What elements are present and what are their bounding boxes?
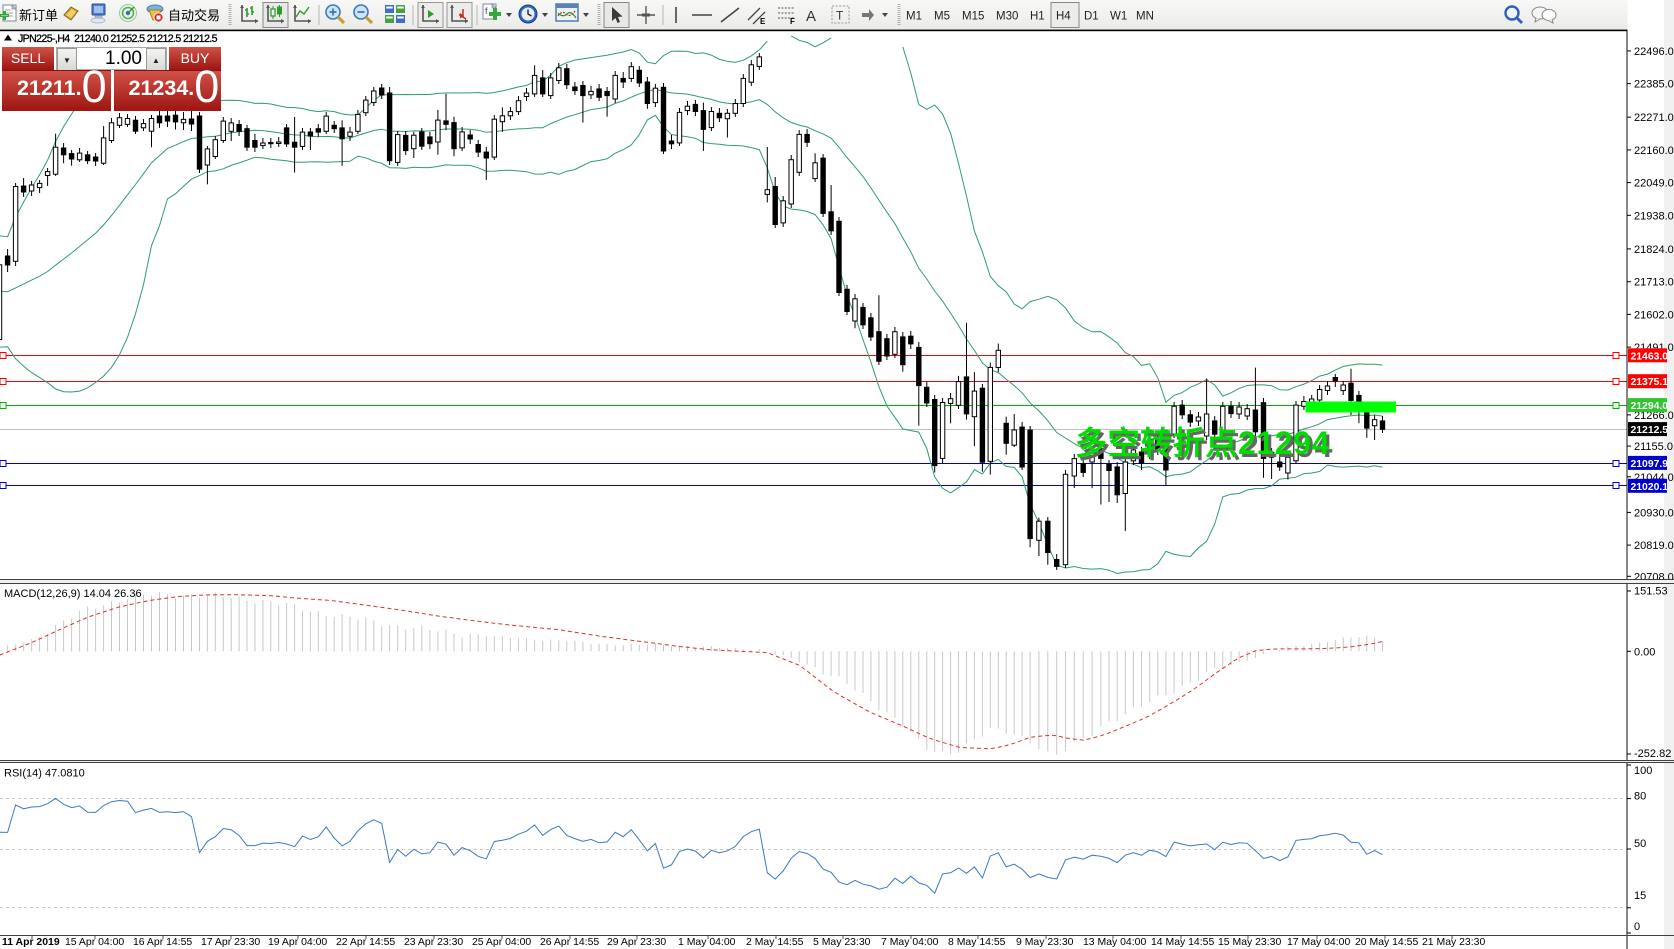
svg-text:22496.0: 22496.0 <box>1634 46 1674 58</box>
svg-text:29 Apr 23:30: 29 Apr 23:30 <box>607 937 666 948</box>
svg-text:H1: H1 <box>1030 11 1045 23</box>
svg-text:f: f <box>485 6 488 16</box>
svg-text:26 Apr 14:55: 26 Apr 14:55 <box>540 937 599 948</box>
svg-text:RSI(14) 47.0810: RSI(14) 47.0810 <box>4 768 85 780</box>
svg-text:MN: MN <box>1136 11 1154 23</box>
svg-text:-252.82: -252.82 <box>1634 748 1671 760</box>
svg-text:E: E <box>760 17 766 26</box>
svg-text:多空转折点21294: 多空转折点21294 <box>1075 425 1330 461</box>
svg-text:5 May 23:30: 5 May 23:30 <box>813 937 871 948</box>
svg-text:1 May 04:00: 1 May 04:00 <box>678 937 736 948</box>
svg-text:多空转折点21294: 多空转折点21294 <box>1078 428 1333 464</box>
svg-text:H4: H4 <box>1056 11 1071 23</box>
svg-text:15 Apr 04:00: 15 Apr 04:00 <box>65 937 124 948</box>
svg-text:M15: M15 <box>962 11 984 23</box>
svg-text:M1: M1 <box>906 11 922 23</box>
svg-text:22 Apr 14:55: 22 Apr 14:55 <box>336 937 395 948</box>
svg-text:17 May 04:00: 17 May 04:00 <box>1287 937 1350 948</box>
svg-text:20819.0: 20819.0 <box>1634 540 1674 552</box>
svg-text:15 May 23:30: 15 May 23:30 <box>1218 937 1281 948</box>
svg-text:21020.1: 21020.1 <box>1631 482 1669 493</box>
svg-text:17 Apr 23:30: 17 Apr 23:30 <box>201 937 260 948</box>
svg-text:16 Apr 14:55: 16 Apr 14:55 <box>133 937 192 948</box>
svg-text:22049.0: 22049.0 <box>1634 178 1674 190</box>
svg-text:T: T <box>836 9 844 23</box>
svg-text:50: 50 <box>1634 838 1646 850</box>
svg-text:MACD(12,26,9) 14.04 26.36: MACD(12,26,9) 14.04 26.36 <box>4 588 142 600</box>
svg-text:22385.0: 22385.0 <box>1634 79 1674 91</box>
svg-text:23 Apr 23:30: 23 Apr 23:30 <box>404 937 463 948</box>
svg-text:21463.0: 21463.0 <box>1631 351 1669 362</box>
svg-text:8 May 14:55: 8 May 14:55 <box>948 937 1006 948</box>
svg-text:15: 15 <box>1634 890 1646 902</box>
svg-text:M30: M30 <box>996 11 1018 23</box>
svg-text:21266.0: 21266.0 <box>1634 410 1674 422</box>
svg-text:25 Apr 04:00: 25 Apr 04:00 <box>472 937 531 948</box>
svg-text:151.53: 151.53 <box>1634 586 1668 598</box>
svg-text:80: 80 <box>1634 791 1646 803</box>
svg-text:20930.0: 20930.0 <box>1634 507 1674 519</box>
svg-text:21294.0: 21294.0 <box>1631 401 1669 412</box>
svg-text:D1: D1 <box>1084 11 1099 23</box>
svg-text:19 Apr 04:00: 19 Apr 04:00 <box>268 937 327 948</box>
svg-text:13 May 04:00: 13 May 04:00 <box>1083 937 1146 948</box>
svg-text:A: A <box>806 8 816 25</box>
svg-text:100: 100 <box>1634 765 1652 777</box>
svg-text:0.00: 0.00 <box>1634 646 1655 658</box>
svg-text:W1: W1 <box>1110 11 1127 23</box>
svg-text:M5: M5 <box>934 11 950 23</box>
svg-text:JPN225-,H4 21240.0 21252.5 21: JPN225-,H4 21240.0 21252.5 21212.5 21212… <box>18 33 218 45</box>
svg-text:11 Apr 2019: 11 Apr 2019 <box>2 937 60 948</box>
svg-text:21 May 23:30: 21 May 23:30 <box>1422 937 1485 948</box>
svg-text:F: F <box>790 17 795 26</box>
svg-text:21212.5: 21212.5 <box>1631 425 1669 436</box>
svg-text:21602.0: 21602.0 <box>1634 309 1674 321</box>
svg-text:22271.0: 22271.0 <box>1634 112 1674 124</box>
svg-text:9 May 23:30: 9 May 23:30 <box>1016 937 1074 948</box>
svg-text:自动交易: 自动交易 <box>168 8 220 23</box>
svg-text:22160.0: 22160.0 <box>1634 145 1674 157</box>
svg-text:20 May 14:55: 20 May 14:55 <box>1355 937 1418 948</box>
svg-text:7 May 04:00: 7 May 04:00 <box>881 937 939 948</box>
svg-text:0: 0 <box>1634 921 1640 933</box>
svg-text:新订单: 新订单 <box>19 8 58 23</box>
svg-text:21097.9: 21097.9 <box>1631 459 1669 470</box>
svg-text:14 May 14:55: 14 May 14:55 <box>1151 937 1214 948</box>
svg-text:21155.0: 21155.0 <box>1634 441 1673 453</box>
svg-text:21713.0: 21713.0 <box>1634 277 1674 289</box>
svg-text:2 May 14:55: 2 May 14:55 <box>746 937 804 948</box>
svg-text:21938.0: 21938.0 <box>1634 210 1674 222</box>
svg-text:21375.1: 21375.1 <box>1631 377 1669 388</box>
svg-text:21824.0: 21824.0 <box>1634 244 1674 256</box>
